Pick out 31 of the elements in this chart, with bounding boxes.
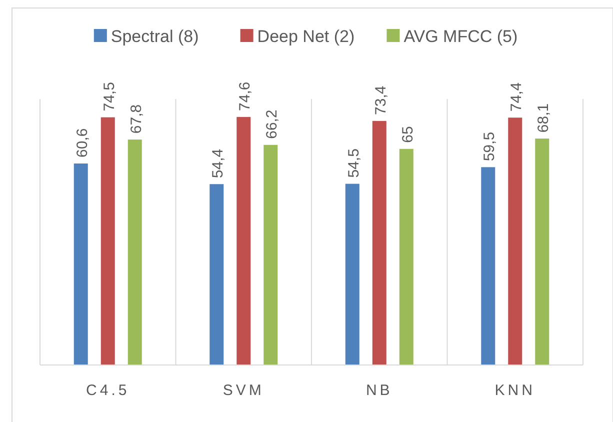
bar [100, 117, 115, 365]
bar [535, 138, 550, 365]
x-tick-label: KNN [494, 382, 536, 399]
bar [399, 148, 414, 365]
bar [345, 184, 360, 365]
legend-label: AVG MFCC (5) [404, 27, 518, 46]
data-label: 74,4 [508, 82, 526, 112]
data-label: 67,8 [128, 104, 145, 134]
x-tick-label: SVM [222, 382, 264, 399]
bar [128, 140, 142, 365]
data-label: 68,1 [535, 103, 552, 133]
x-tick-label: NB [366, 382, 393, 399]
bar [264, 144, 278, 365]
x-tick-label: C4.5 [86, 382, 130, 399]
bar [74, 164, 88, 365]
bar [508, 118, 522, 365]
data-label: 59,5 [481, 132, 498, 162]
data-label: 54,5 [345, 148, 362, 178]
data-label: 66,2 [264, 110, 281, 139]
bar [372, 120, 386, 365]
data-label: 74,6 [236, 82, 254, 111]
legend-label: Deep Net (2) [257, 27, 355, 46]
data-label: 65 [399, 126, 416, 143]
data-label: 74,5 [100, 82, 118, 112]
data-label: 60,6 [74, 128, 91, 158]
bar [210, 184, 224, 365]
data-label: 54,4 [210, 148, 227, 178]
bar [236, 116, 251, 365]
bar [481, 167, 496, 365]
data-label: 73,4 [372, 86, 390, 115]
legend-label: Spectral (8) [110, 27, 199, 46]
